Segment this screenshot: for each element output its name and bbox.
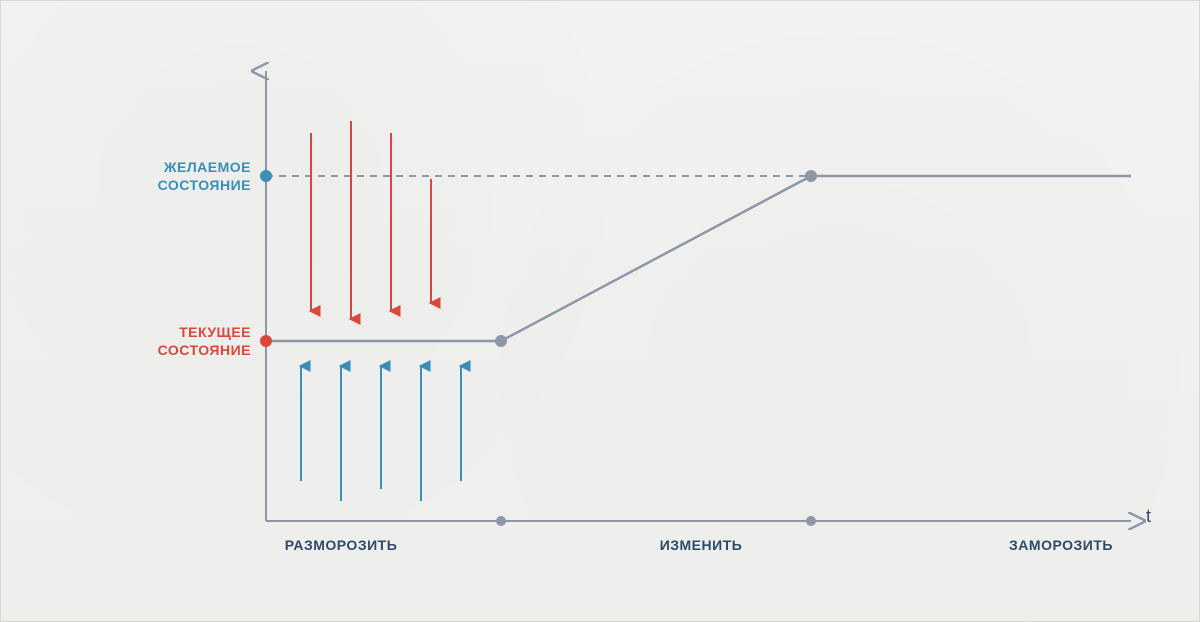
dot-desired-start: [260, 170, 272, 182]
restraining-arrows: [311, 121, 431, 319]
diagram-canvas: ЖЕЛАЕМОЕ СОСТОЯНИЕ ТЕКУЩЕЕ СОСТОЯНИЕ РАЗ…: [0, 0, 1200, 622]
x-label-unfreeze: РАЗМОРОЗИТЬ: [285, 537, 398, 553]
y-label-current-line1: ТЕКУЩЕЕ: [158, 324, 251, 342]
chart-svg: [1, 1, 1200, 622]
x-tick-dot: [806, 516, 816, 526]
x-label-freeze: ЗАМОРОЗИТЬ: [1009, 537, 1113, 553]
dot-change-end: [805, 170, 817, 182]
x-label-change: ИЗМЕНИТЬ: [660, 537, 743, 553]
axis-label-t: t: [1146, 506, 1151, 527]
y-label-current: ТЕКУЩЕЕ СОСТОЯНИЕ: [158, 324, 251, 359]
x-tick-dot: [496, 516, 506, 526]
dot-current-start: [260, 335, 272, 347]
y-label-desired-line1: ЖЕЛАЕМОЕ: [158, 159, 251, 177]
y-label-desired: ЖЕЛАЕМОЕ СОСТОЯНИЕ: [158, 159, 251, 194]
y-label-current-line2: СОСТОЯНИЕ: [158, 342, 251, 360]
y-label-desired-line2: СОСТОЯНИЕ: [158, 177, 251, 195]
dot-change-start: [495, 335, 507, 347]
driving-arrows: [301, 366, 461, 501]
state-path: [266, 176, 1131, 341]
